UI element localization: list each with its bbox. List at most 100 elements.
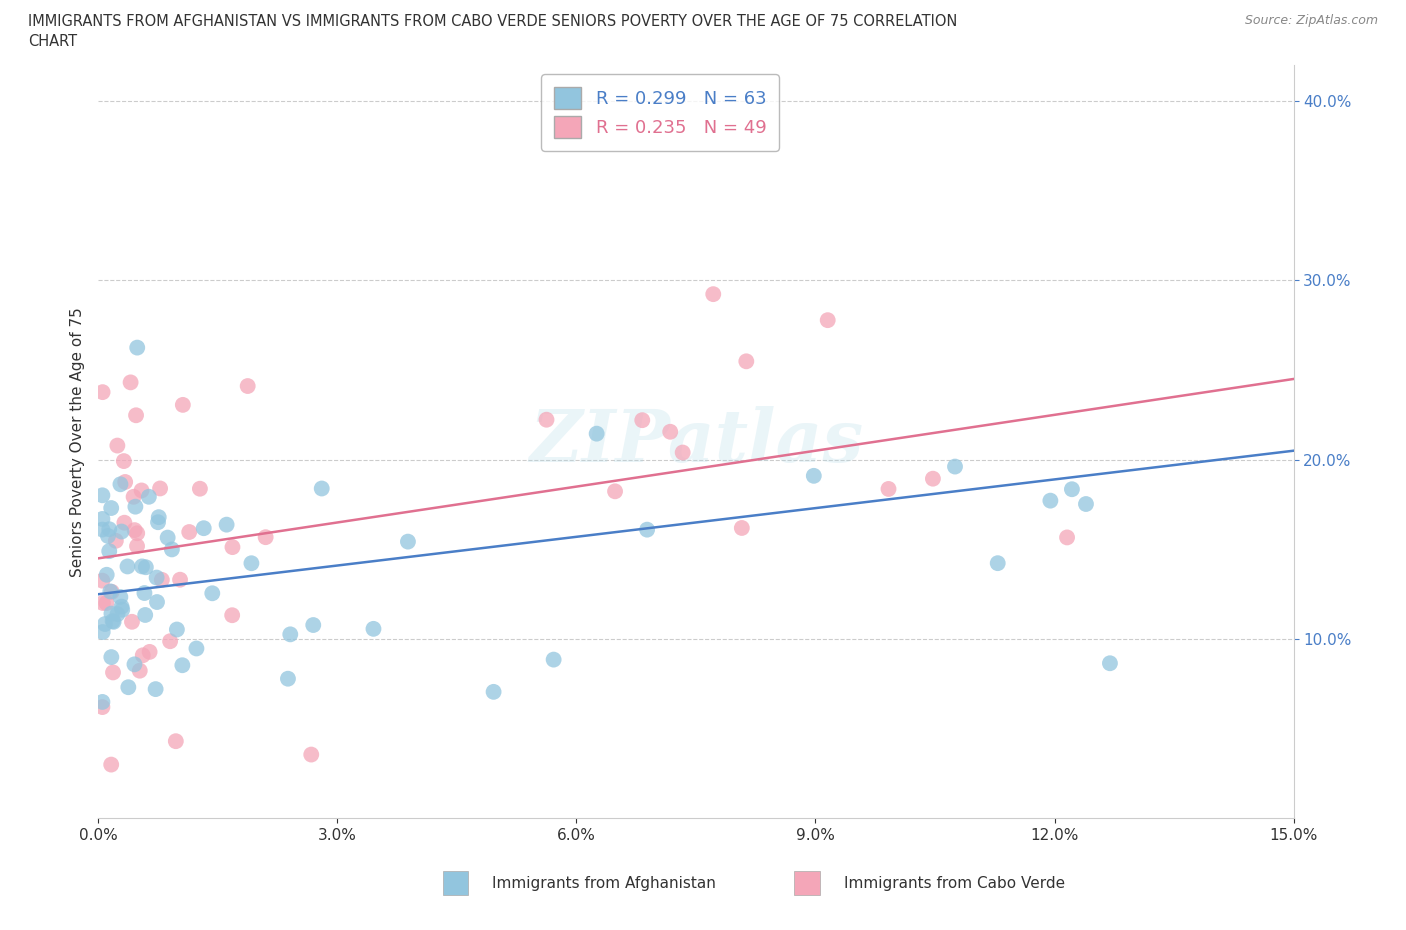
Point (240, 556, 263, 571)
Point (278, 627, 301, 642)
Point (91, 595, 114, 610)
Point (631, 413, 654, 428)
Point (132, 648, 155, 663)
Point (193, 521, 215, 536)
Point (146, 594, 169, 609)
Point (166, 622, 188, 637)
Point (179, 525, 201, 539)
Point (221, 539, 243, 554)
Point (702, 286, 724, 301)
Point (146, 515, 169, 530)
Point (101, 584, 124, 599)
Point (482, 684, 505, 699)
Point (672, 445, 695, 460)
Point (943, 459, 966, 474)
Point (97, 528, 120, 543)
Point (1060, 482, 1083, 497)
Point (165, 734, 187, 749)
Point (100, 500, 122, 515)
Point (172, 658, 194, 672)
Y-axis label: Seniors Poverty Over the Age of 75: Seniors Poverty Over the Age of 75 (69, 307, 84, 577)
Point (94, 617, 117, 631)
Point (135, 560, 157, 575)
Point (138, 644, 160, 659)
Point (138, 489, 160, 504)
Point (124, 499, 146, 514)
Point (134, 607, 156, 622)
Point (91, 385, 114, 400)
Point (1098, 656, 1121, 671)
Point (112, 515, 135, 530)
Point (100, 650, 122, 665)
Point (107, 606, 129, 621)
Point (98, 544, 121, 559)
Point (636, 523, 658, 538)
Point (105, 438, 128, 453)
Point (302, 618, 325, 632)
Point (186, 641, 208, 656)
Point (536, 412, 558, 427)
Point (120, 375, 142, 390)
Point (100, 606, 122, 621)
Point (215, 517, 238, 532)
Text: ZIPatlas: ZIPatlas (529, 406, 863, 477)
Point (91, 512, 114, 526)
Point (1039, 493, 1062, 508)
Point (91, 522, 114, 537)
Text: Immigrants from Cabo Verde: Immigrants from Cabo Verde (844, 876, 1064, 891)
Point (110, 599, 132, 614)
Point (172, 397, 194, 412)
Point (101, 614, 124, 629)
Point (127, 525, 149, 540)
Point (145, 682, 167, 697)
Point (91, 699, 114, 714)
Point (110, 590, 132, 604)
Point (156, 530, 179, 545)
Point (987, 556, 1010, 571)
Point (128, 663, 150, 678)
Point (114, 474, 136, 489)
Point (122, 489, 145, 504)
Point (117, 559, 139, 574)
Text: Source: ZipAtlas.com: Source: ZipAtlas.com (1244, 14, 1378, 27)
Point (101, 665, 124, 680)
Point (98, 522, 121, 537)
Point (145, 570, 167, 585)
Point (543, 652, 565, 667)
Point (110, 525, 132, 539)
Text: IMMIGRANTS FROM AFGHANISTAN VS IMMIGRANTS FROM CABO VERDE SENIORS POVERTY OVER T: IMMIGRANTS FROM AFGHANISTAN VS IMMIGRANT… (28, 14, 957, 29)
Point (127, 340, 149, 355)
Point (731, 521, 754, 536)
Point (125, 538, 148, 553)
Point (131, 483, 153, 498)
Point (735, 354, 758, 369)
Point (149, 481, 172, 496)
Point (254, 530, 277, 545)
Point (922, 472, 945, 486)
Point (603, 484, 626, 498)
Point (96, 567, 118, 582)
Point (91, 488, 114, 503)
Point (877, 482, 900, 497)
Point (98, 584, 121, 599)
Point (169, 572, 191, 587)
Point (131, 559, 153, 574)
Point (91, 695, 114, 710)
Point (803, 469, 825, 484)
Point (159, 633, 181, 648)
Point (124, 523, 146, 538)
Point (96, 595, 118, 610)
Point (148, 510, 170, 525)
Point (91, 573, 114, 588)
Point (201, 586, 224, 601)
Point (585, 426, 607, 441)
Point (363, 621, 385, 636)
Point (117, 680, 139, 695)
Point (110, 477, 132, 492)
Point (150, 572, 173, 587)
Point (104, 533, 127, 548)
Point (125, 408, 148, 423)
Point (659, 424, 682, 439)
Point (91, 625, 114, 640)
Point (112, 454, 135, 469)
